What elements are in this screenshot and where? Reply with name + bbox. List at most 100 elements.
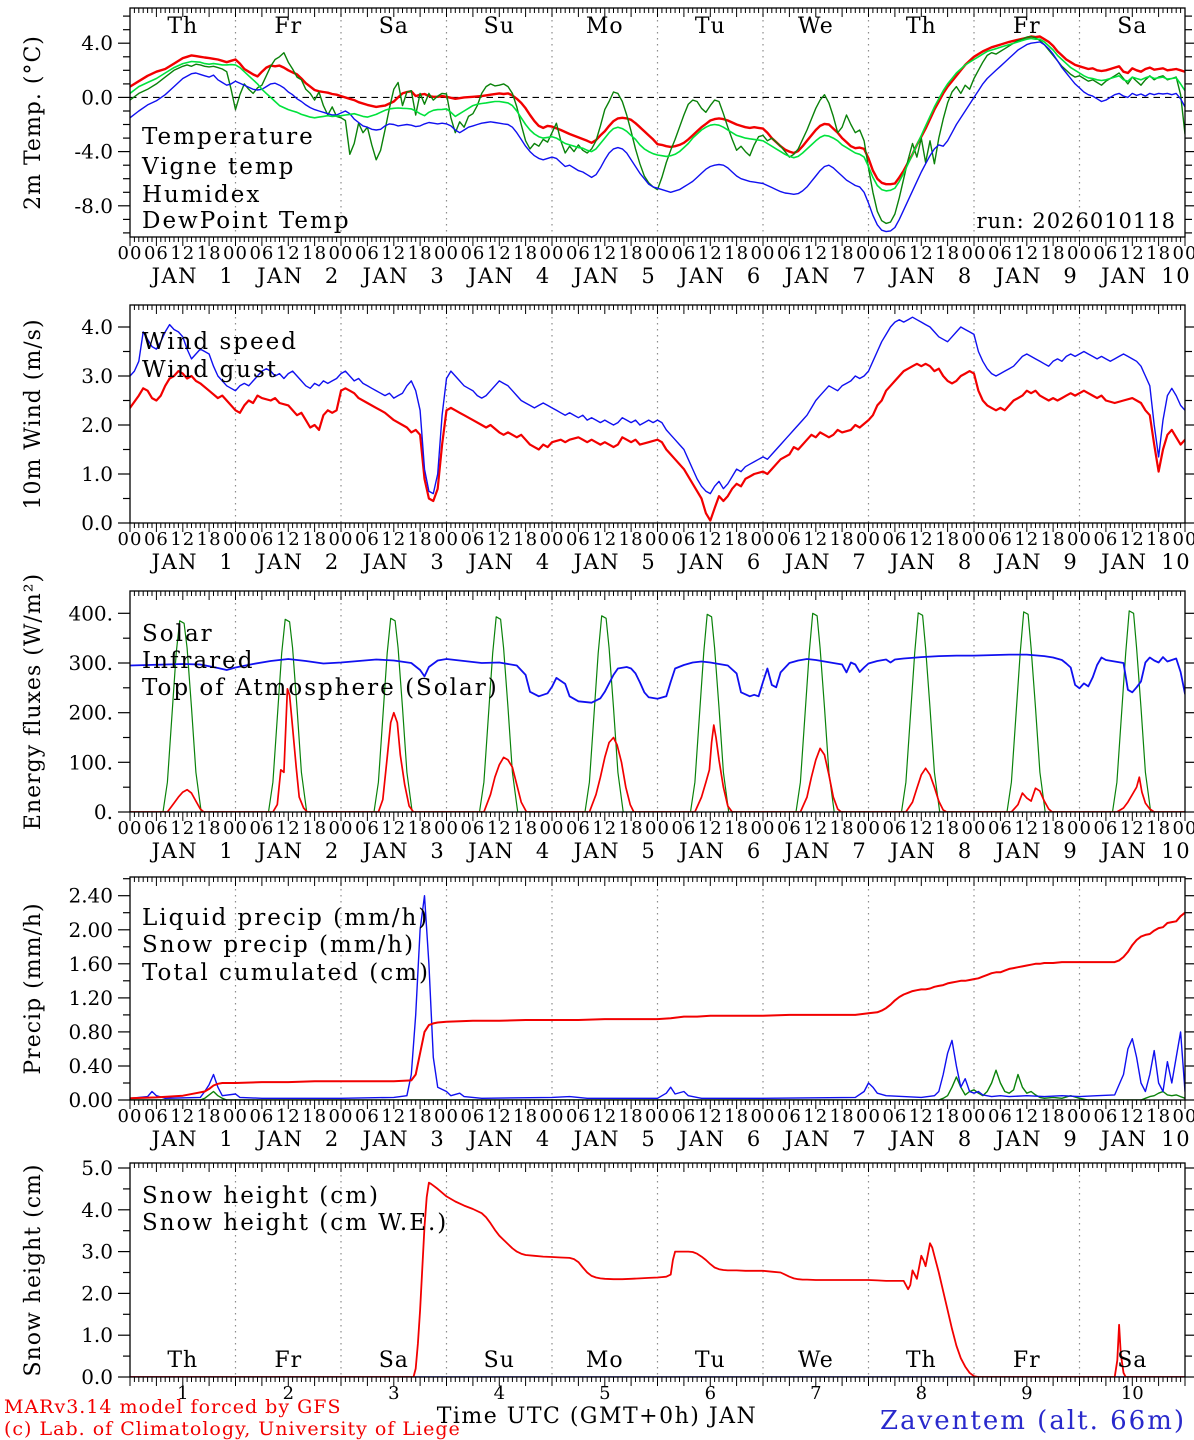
hour-label: 06: [566, 1106, 591, 1127]
series-snow-precip-mm-h-line: [130, 895, 1185, 1099]
hour-label: 18: [1146, 1106, 1171, 1127]
hour-label: 00: [540, 1106, 565, 1127]
y-tick-label: 2.40: [68, 884, 113, 908]
day-of-week-label: Th: [167, 14, 198, 39]
hour-label: 18: [830, 818, 855, 839]
y-tick-label: 0.00: [68, 1088, 113, 1112]
hour-label: 18: [302, 529, 327, 550]
month-label: JAN: [677, 264, 725, 288]
hour-label: 12: [803, 529, 828, 550]
month-label: JAN: [255, 550, 303, 574]
hour-label: 06: [671, 529, 696, 550]
run-label: run: 2026010118: [977, 209, 1176, 233]
day-date-label: 7: [852, 1127, 867, 1151]
day-date-label: 5: [641, 264, 656, 288]
series-top-of-atmosphere-solar-line: [130, 610, 1185, 812]
bottom-day-number: 6: [705, 1383, 716, 1404]
hour-label: 12: [170, 818, 195, 839]
hour-label: 06: [882, 818, 907, 839]
hour-label: 18: [619, 818, 644, 839]
bottom-day-number: 9: [1021, 1383, 1032, 1404]
legend-dewpoint-temp: DewPoint Temp: [142, 208, 351, 234]
y-tick-label: 0.0: [81, 85, 113, 109]
hour-label: 06: [882, 1106, 907, 1127]
day-date-label: 6: [747, 1127, 762, 1151]
hour-label: 06: [144, 243, 169, 264]
day-date-label: 6: [747, 839, 762, 863]
hour-label: 12: [487, 1106, 512, 1127]
hour-label: 12: [487, 243, 512, 264]
legend-total-cumulated-cm: Total cumulated (cm): [142, 960, 430, 986]
hour-label: 18: [935, 529, 960, 550]
y-tick-label: -8.0: [74, 194, 113, 218]
hour-label: 06: [671, 1106, 696, 1127]
hour-label: 18: [513, 818, 538, 839]
month-label: JAN: [361, 1127, 409, 1151]
month-label: JAN: [888, 1127, 936, 1151]
hour-label: 18: [935, 818, 960, 839]
y-tick-label: 2.0: [81, 413, 113, 437]
series-solar-line: [130, 687, 1185, 812]
month-label: JAN: [783, 839, 831, 863]
station-label: Zaventem (alt. 66m): [880, 1406, 1186, 1436]
hour-label: 00: [223, 818, 248, 839]
month-label: JAN: [783, 264, 831, 288]
day-date-label: 10: [1161, 1127, 1191, 1151]
month-label: JAN: [150, 839, 198, 863]
hour-label: 12: [1014, 529, 1039, 550]
hour-label: 18: [830, 243, 855, 264]
day-date-label: 3: [430, 550, 445, 574]
hour-label: 12: [592, 818, 617, 839]
hour-label: 18: [1041, 1106, 1066, 1127]
month-label: JAN: [572, 264, 620, 288]
legend-snow-height-cm-w-e: Snow height (cm W.E.): [142, 1210, 448, 1236]
y-tick-label: 5.0: [81, 1156, 113, 1180]
month-label: JAN: [783, 1127, 831, 1151]
y-tick-label: 1.20: [68, 986, 113, 1010]
series-snow-height-cm-line: [130, 1181, 1185, 1377]
day-of-week-label: Tu: [695, 1348, 726, 1373]
hour-label: 00: [645, 243, 670, 264]
y-tick-label: 2.00: [68, 918, 113, 942]
y-tick-label: 200.: [68, 701, 113, 725]
month-label: JAN: [255, 264, 303, 288]
day-date-label: 9: [1063, 1127, 1078, 1151]
hour-label: 06: [355, 1106, 380, 1127]
y-tick-label: 1.0: [81, 1323, 113, 1347]
panel-energy: 0. 100. 200. 300. 400. Energy fluxes (W/m²) So…: [21, 573, 1194, 830]
model-credit: MARv3.14 model forced by GFS: [4, 1396, 342, 1418]
month-label: JAN: [1099, 1127, 1147, 1151]
hour-label: 06: [144, 1106, 169, 1127]
hour-label: 06: [460, 1106, 485, 1127]
hour-label: 18: [513, 243, 538, 264]
hour-label: 12: [803, 818, 828, 839]
hour-label: 06: [988, 243, 1013, 264]
hour-label: 06: [355, 818, 380, 839]
day-date-label: 4: [536, 839, 551, 863]
month-label: JAN: [361, 264, 409, 288]
day-of-week-label: Th: [167, 1348, 198, 1373]
hour-label: 00: [329, 818, 354, 839]
hour-label: 00: [223, 243, 248, 264]
hour-label: 06: [882, 529, 907, 550]
month-label: JAN: [1099, 264, 1147, 288]
hour-label: 12: [803, 243, 828, 264]
y-tick-label: 1.60: [68, 952, 113, 976]
hour-label: 18: [1146, 529, 1171, 550]
day-date-label: 8: [958, 550, 973, 574]
hour-label: 06: [1093, 1106, 1118, 1127]
hour-label: 00: [329, 1106, 354, 1127]
hour-label: 00: [540, 243, 565, 264]
day-of-week-label: Th: [906, 1348, 937, 1373]
day-of-week-label: Fr: [1013, 1348, 1041, 1373]
hour-label: 18: [724, 529, 749, 550]
series-liquid-precip-mm-h-line: [130, 1069, 1185, 1100]
month-label: JAN: [572, 550, 620, 574]
hour-label: 06: [988, 1106, 1013, 1127]
month-label: JAN: [150, 550, 198, 574]
day-of-week-label: Fr: [274, 1348, 302, 1373]
month-label: JAN: [150, 264, 198, 288]
